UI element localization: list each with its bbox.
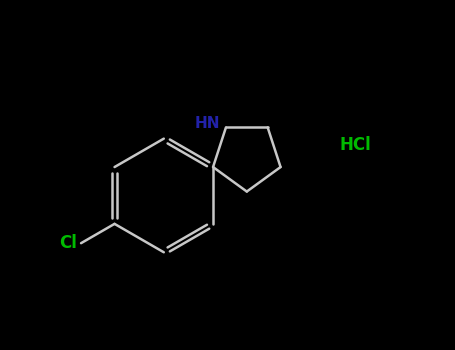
Text: HN: HN [195, 116, 221, 131]
Text: Cl: Cl [60, 234, 77, 252]
Text: HCl: HCl [339, 136, 371, 154]
